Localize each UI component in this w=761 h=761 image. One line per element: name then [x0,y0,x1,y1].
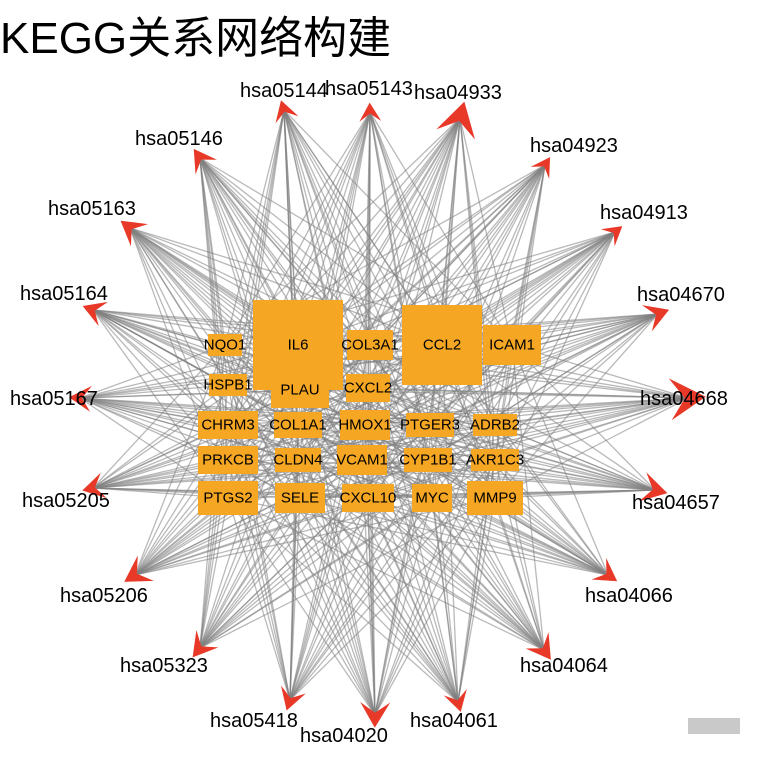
pathway-label: hsa04066 [585,585,673,608]
gene-label: AKR1C3 [466,452,524,469]
gene-label: VCAM1 [336,452,388,469]
gene-label: CCL2 [423,337,461,354]
gene-label: CLDN4 [273,452,322,469]
gene-label: PTGER3 [400,417,460,434]
pathway-label: hsa05206 [60,585,148,608]
watermark-box [688,718,740,734]
pathway-label: hsa05205 [22,490,110,513]
gene-label: CXCL10 [340,490,397,507]
gene-label: MMP9 [473,490,516,507]
pathway-label: hsa05323 [120,655,208,678]
pathway-label: hsa04020 [300,725,388,748]
gene-label: HSPB1 [203,377,252,394]
gene-label: ADRB2 [470,417,520,434]
gene-label: CXCL2 [344,380,392,397]
gene-label: ICAM1 [489,337,535,354]
gene-label: PRKCB [202,452,254,469]
pathway-label: hsa05418 [210,710,298,733]
gene-label: NQO1 [204,337,247,354]
pathway-label: hsa04657 [632,492,720,515]
pathway-label: hsa05164 [20,283,108,306]
gene-label: PLAU [280,382,319,399]
gene-label: PTGS2 [203,490,252,507]
gene-label: MYC [415,490,448,507]
gene-label: SELE [281,490,319,507]
pathway-label: hsa04670 [637,284,725,307]
pathway-label: hsa04923 [530,135,618,158]
pathway-label: hsa04913 [600,202,688,225]
gene-label: HMOX1 [338,417,391,434]
gene-label: CHRM3 [201,417,254,434]
pathway-label: hsa05167 [10,388,98,411]
gene-label: IL6 [288,337,309,354]
pathway-label: hsa05163 [48,198,136,221]
pathway-label: hsa04668 [640,388,728,411]
gene-label: CYP1B1 [399,452,457,469]
pathway-label: hsa05144 [240,80,328,103]
pathway-label: hsa04064 [520,655,608,678]
gene-label: COL3A1 [341,337,399,354]
pathway-label: hsa04061 [410,710,498,733]
pathway-label: hsa05146 [135,128,223,151]
gene-label: COL1A1 [269,417,327,434]
pathway-label: hsa05143 [325,78,413,101]
pathway-label: hsa04933 [414,82,502,105]
